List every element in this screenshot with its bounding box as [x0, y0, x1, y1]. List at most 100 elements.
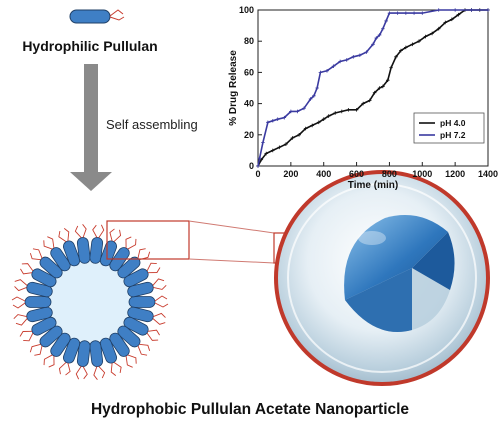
- data-point: [261, 140, 265, 145]
- legend-entry: pH 7.2: [440, 130, 466, 140]
- y-tick-label: 80: [244, 36, 254, 46]
- nanoparticle-title: Hydrophobic Pullulan Acetate Nanoparticl…: [91, 401, 409, 418]
- hydrophobic-core: [344, 215, 448, 300]
- data-point: [270, 118, 275, 123]
- axis-ticks: 0 200 400 600 800 1000 1200 1400 0 20 40 60 80 100: [239, 5, 498, 179]
- pullulan-unit: [109, 332, 137, 368]
- data-point: [387, 11, 392, 15]
- data-point: [270, 148, 275, 153]
- data-point: [351, 55, 356, 59]
- data-point: [282, 115, 287, 120]
- pullulan-unit: [127, 306, 166, 325]
- data-point: [361, 101, 365, 106]
- plot-frame: [257, 9, 489, 167]
- x-tick-label: 800: [382, 169, 397, 179]
- x-tick-label: 1400: [478, 169, 498, 179]
- data-point: [275, 117, 280, 121]
- data-point: [277, 145, 282, 150]
- data-point: [295, 109, 300, 114]
- data-point: [364, 50, 369, 54]
- data-point: [450, 17, 454, 22]
- data-point: [404, 11, 408, 15]
- y-tick-label: 60: [244, 67, 254, 77]
- data-point: [308, 97, 313, 101]
- data-point: [321, 117, 326, 121]
- data-point: [412, 11, 416, 15]
- legend-box: [413, 112, 485, 144]
- pullulan-unit: [75, 340, 91, 380]
- data-point: [371, 42, 375, 47]
- data-point: [410, 42, 415, 47]
- data-point: [385, 78, 390, 82]
- pullulan-unit: [127, 278, 167, 298]
- data-point: [289, 109, 293, 114]
- pullulan-unit: [128, 295, 169, 308]
- data-point: [374, 36, 379, 40]
- data-point: [312, 94, 316, 98]
- y-tick-label: 0: [249, 161, 254, 171]
- data-point: [290, 136, 295, 140]
- pullulan-unit: [58, 228, 81, 267]
- data-point: [302, 106, 306, 111]
- hydrophilic-pullulan-label: Hydrophilic Pullulan: [22, 38, 157, 54]
- pullulan-unit: [11, 296, 52, 309]
- x-tick-label: 200: [283, 169, 298, 179]
- data-point: [389, 65, 393, 70]
- y-tick-label: 40: [244, 99, 254, 109]
- data-point: [257, 156, 262, 160]
- pullulan-unit: [117, 325, 151, 356]
- drug-release-chart: 0 200 400 600 800 1000 1200 1400 0 20 40 60 80 100 Ti…: [228, 5, 498, 191]
- data-point: [384, 19, 388, 23]
- data-point: [331, 64, 336, 68]
- x-tick-label: 1000: [412, 169, 432, 179]
- data-point: [436, 26, 441, 31]
- data-point: [339, 109, 344, 114]
- pullulan-unit: [89, 224, 105, 264]
- data-point: [264, 151, 269, 156]
- x-tick-label: 1200: [445, 169, 465, 179]
- data-point: [456, 12, 461, 17]
- data-point: [395, 11, 400, 15]
- data-point: [430, 31, 434, 36]
- y-tick-label: 100: [239, 5, 254, 15]
- data-point: [367, 98, 372, 103]
- data-point: [338, 59, 342, 64]
- micelle-nanoparticle: [11, 224, 169, 380]
- data-point: [266, 120, 270, 125]
- data-point: [318, 70, 323, 75]
- data-point: [381, 26, 385, 31]
- data-point: [423, 34, 428, 39]
- data-point: [358, 53, 362, 58]
- x-tick-label: 600: [349, 169, 364, 179]
- series-lines: [256, 8, 490, 168]
- data-point: [372, 90, 377, 95]
- data-point: [443, 20, 448, 25]
- x-tick-label: 0: [255, 169, 260, 179]
- data-point: [325, 69, 329, 73]
- data-point: [394, 55, 398, 59]
- data-point: [436, 8, 441, 12]
- data-point: [333, 111, 338, 115]
- data-point: [417, 39, 421, 43]
- down-arrow-icon: [70, 64, 112, 191]
- pullulan-unit: [99, 228, 122, 267]
- data-point: [420, 11, 425, 15]
- pullulan-unit: [20, 263, 57, 288]
- pullulan-unit: [58, 337, 81, 376]
- data-point: [284, 142, 288, 146]
- pullulan-unit: [89, 340, 106, 380]
- pullulan-unit: [29, 248, 63, 279]
- data-point: [256, 164, 260, 168]
- data-point: [377, 33, 382, 37]
- y-tick-label: 20: [244, 130, 254, 140]
- data-point: [310, 123, 315, 128]
- data-point: [453, 8, 457, 12]
- data-point: [399, 48, 403, 53]
- data-point: [326, 114, 331, 118]
- pullulan-unit: [74, 224, 91, 264]
- pullulan-unit: [13, 306, 53, 326]
- pullulan-unit: [123, 316, 160, 341]
- data-point: [315, 86, 319, 90]
- y-axis-label: % Drug Release: [228, 50, 239, 126]
